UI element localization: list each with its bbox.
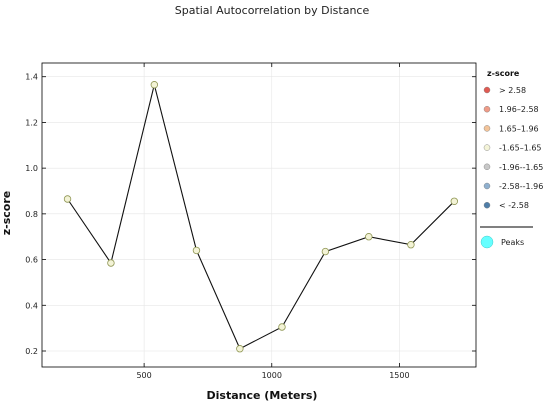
legend-swatch xyxy=(483,105,491,113)
peaks-swatch xyxy=(480,235,494,249)
y-tick-label: 0.6 xyxy=(25,256,38,265)
data-point xyxy=(192,246,201,255)
y-tick-label: 1.4 xyxy=(25,73,38,82)
legend-label: -1.96--1.65 xyxy=(499,163,543,172)
y-tick-label: 0.4 xyxy=(25,301,38,310)
legend-label: > 2.58 xyxy=(499,86,526,95)
y-tick-label: 0.2 xyxy=(25,347,38,356)
x-tick-label: 1000 xyxy=(262,371,282,380)
grid xyxy=(42,63,476,367)
chart-title: Spatial Autocorrelation by Distance xyxy=(175,4,370,17)
x-tick-label: 1500 xyxy=(389,371,409,380)
x-tick-label: 500 xyxy=(136,371,151,380)
legend-swatch xyxy=(483,144,491,151)
legend-label: -2.58--1.96 xyxy=(499,182,543,191)
data-point xyxy=(321,247,330,256)
legend-title: z-score xyxy=(487,69,520,78)
legend-swatch xyxy=(483,86,491,94)
legend-swatch xyxy=(483,125,491,132)
legend-label: 1.65–1.96 xyxy=(499,124,539,133)
y-tick-label: 1.0 xyxy=(25,164,38,173)
data-point xyxy=(365,233,373,241)
ticks: 0.2 0.4 0.6 0.8 1.0 1.2 1.4 500 1000 1500 xyxy=(25,63,476,380)
data-point xyxy=(236,345,244,353)
legend-label: -1.65–1.65 xyxy=(499,144,542,153)
legend-swatch xyxy=(483,201,491,209)
series xyxy=(63,81,458,353)
data-point xyxy=(63,195,72,203)
series-line xyxy=(67,84,455,350)
data-point xyxy=(278,323,286,331)
data-point xyxy=(450,197,458,205)
legend-label: 1.96–2.58 xyxy=(499,105,539,114)
legend: z-score > 2.58 1.96–2.58 1.65–1.96 -1.65–1.6… xyxy=(480,69,543,249)
y-tick-label: 1.2 xyxy=(25,118,38,127)
data-point xyxy=(150,81,159,89)
legend-label: < -2.58 xyxy=(499,201,529,210)
peaks-label: Peaks xyxy=(501,238,524,247)
plot-area xyxy=(41,62,477,368)
x-axis-label: Distance (Meters) xyxy=(207,389,318,402)
data-point xyxy=(407,241,415,249)
data-point xyxy=(107,259,115,267)
y-axis-label: z-score xyxy=(0,191,13,235)
legend-swatch xyxy=(483,163,491,171)
y-tick-label: 0.8 xyxy=(25,210,38,219)
legend-swatch xyxy=(483,182,491,190)
